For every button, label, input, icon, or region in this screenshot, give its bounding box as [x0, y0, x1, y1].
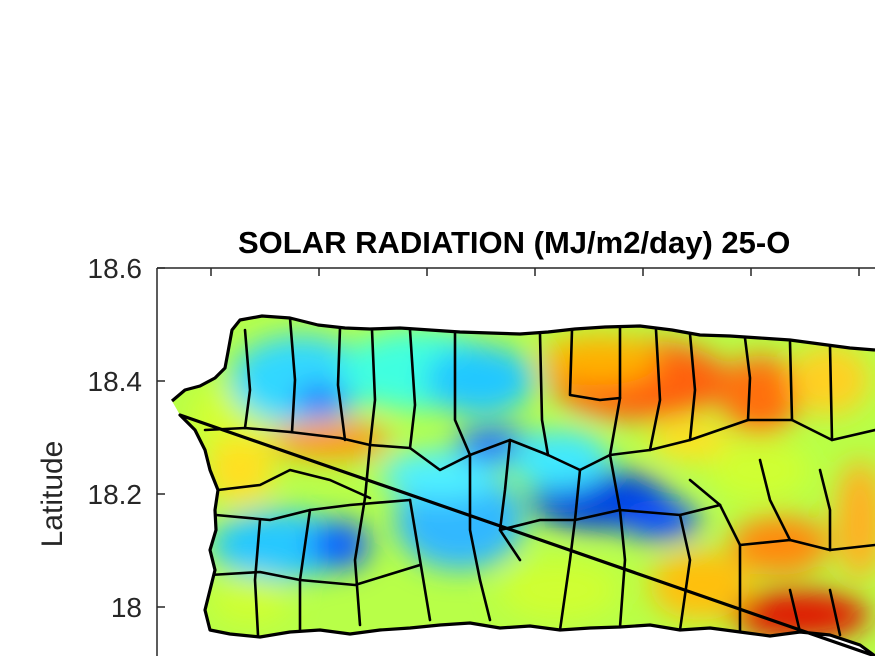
y-axis-label: Latitude — [36, 441, 69, 548]
y-tick-label: 18 — [111, 592, 142, 623]
solar-radiation-field — [172, 316, 875, 656]
y-axis: 18.6 18.4 18.2 18 Latitude — [36, 253, 165, 623]
municipal-boundaries — [203, 316, 875, 637]
y-tick-label: 18.4 — [88, 366, 143, 397]
map-title: SOLAR RADIATION (MJ/m2/day) 25-O — [238, 225, 790, 260]
island-outline — [170, 314, 875, 656]
axes-frame — [156, 267, 875, 656]
y-tick-label: 18.6 — [88, 253, 143, 284]
y-tick-label: 18.2 — [88, 479, 143, 510]
